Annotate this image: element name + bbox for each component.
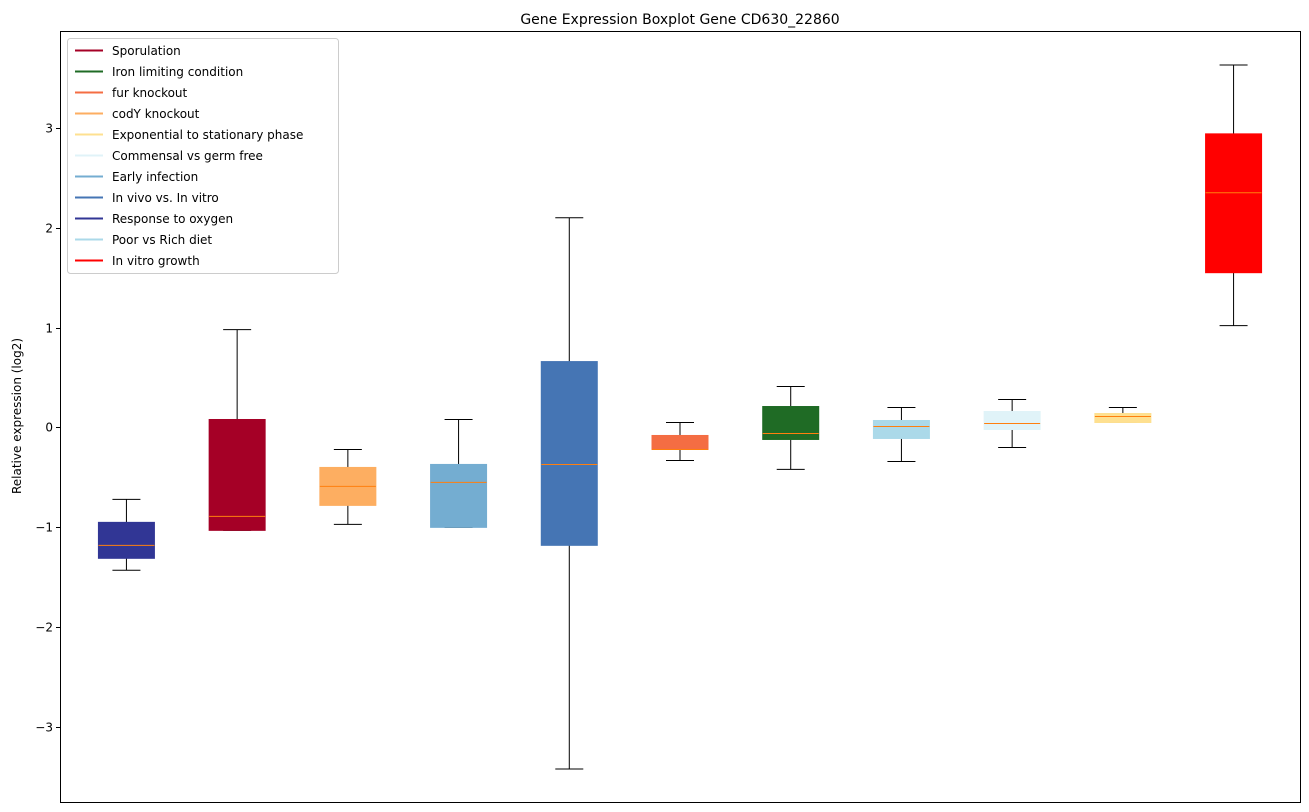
box-body [208,418,266,531]
box-1 [97,498,155,571]
legend-entry: fur knockout [75,86,188,100]
box-body [651,434,709,450]
y-tick-label: 1 [45,322,53,336]
legend-entry: Poor vs Rich diet [75,233,212,247]
box-2 [208,329,266,531]
box-11 [1205,64,1263,327]
box-7 [762,386,820,470]
legend-label: Early infection [112,170,198,184]
y-axis: −3 −2 −1 0 1 2 3 [35,122,60,735]
legend-entry: Commensal vs germ free [75,149,263,163]
box-3 [319,448,377,525]
legend-label: Exponential to stationary phase [112,128,303,142]
box-body [1205,133,1263,274]
legend-label: Poor vs Rich diet [112,233,212,247]
box-body [983,411,1041,430]
legend-label: codY knockout [112,107,200,121]
boxes [97,64,1263,770]
legend-entry: codY knockout [75,107,200,121]
box-8 [872,407,930,462]
legend-label: Response to oxygen [112,212,233,226]
chart-title: Gene Expression Boxplot Gene CD630_22860 [520,12,839,28]
box-body [1094,413,1152,423]
y-tick-label: −2 [35,621,53,635]
legend-entry: Sporulation [75,44,181,58]
legend-label: Iron limiting condition [112,65,243,79]
legend-frame [67,38,339,274]
y-tick-label: −3 [35,721,53,735]
y-tick-label: 0 [45,421,53,435]
legend-label: Commensal vs germ free [112,149,263,163]
legend-label: Sporulation [112,44,181,58]
box-4 [430,418,488,528]
box-9 [983,399,1041,448]
box-5 [540,217,598,770]
box-body [97,521,155,559]
y-axis-label: Relative expression (log2) [10,338,24,494]
legend-entry: Response to oxygen [75,212,233,226]
box-10 [1094,407,1152,423]
y-tick-label: −1 [35,521,53,535]
box-body [430,463,488,528]
legend-entry: In vivo vs. In vitro [75,191,219,205]
legend-entry: Iron limiting condition [75,65,243,79]
legend-label: In vitro growth [112,254,200,268]
box-body [540,361,598,546]
y-tick-label: 3 [45,122,53,136]
legend-entry: Early infection [75,170,198,184]
legend-entry: In vitro growth [75,254,200,268]
plot-frame [60,31,1301,803]
legend-label: In vivo vs. In vitro [112,191,219,205]
legend-entry: Exponential to stationary phase [75,128,303,142]
legend-label: fur knockout [112,86,188,100]
box-body [872,419,930,439]
box-6 [651,421,709,461]
box-body [762,406,820,440]
y-tick-label: 2 [45,222,53,236]
legend: Sporulation Iron limiting condition fur kn… [67,38,339,274]
